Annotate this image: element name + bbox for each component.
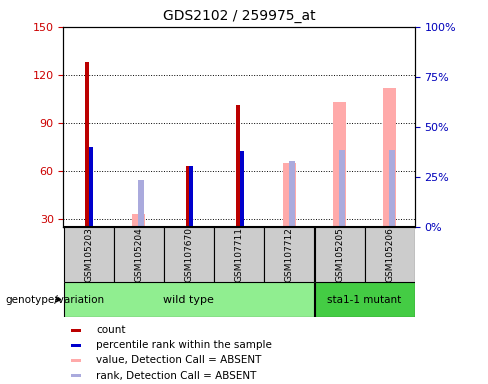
Bar bbox=[289, 161, 295, 227]
FancyBboxPatch shape bbox=[63, 282, 314, 317]
Bar bbox=[384, 88, 396, 227]
Text: wild type: wild type bbox=[163, 295, 214, 305]
Bar bbox=[240, 151, 244, 227]
Bar bbox=[389, 150, 395, 227]
Text: GSM105206: GSM105206 bbox=[385, 227, 394, 282]
Text: GSM107670: GSM107670 bbox=[184, 227, 193, 282]
Bar bbox=[85, 62, 89, 227]
Bar bbox=[71, 329, 81, 332]
FancyBboxPatch shape bbox=[214, 227, 264, 282]
FancyBboxPatch shape bbox=[264, 227, 314, 282]
FancyBboxPatch shape bbox=[114, 227, 164, 282]
Text: value, Detection Call = ABSENT: value, Detection Call = ABSENT bbox=[96, 356, 262, 366]
Bar bbox=[71, 359, 81, 362]
Text: GSM105205: GSM105205 bbox=[335, 227, 344, 282]
Bar bbox=[89, 147, 93, 227]
Bar bbox=[132, 214, 145, 227]
Bar bbox=[186, 166, 190, 227]
Text: rank, Detection Call = ABSENT: rank, Detection Call = ABSENT bbox=[96, 371, 257, 381]
Text: count: count bbox=[96, 326, 126, 336]
Bar bbox=[236, 105, 240, 227]
Bar bbox=[71, 374, 81, 377]
FancyBboxPatch shape bbox=[164, 227, 214, 282]
Bar bbox=[138, 180, 144, 227]
Bar bbox=[283, 163, 296, 227]
FancyBboxPatch shape bbox=[314, 227, 365, 282]
FancyBboxPatch shape bbox=[365, 227, 415, 282]
FancyBboxPatch shape bbox=[63, 227, 114, 282]
Text: sta1-1 mutant: sta1-1 mutant bbox=[327, 295, 402, 305]
Text: genotype/variation: genotype/variation bbox=[5, 295, 104, 305]
Text: GSM105204: GSM105204 bbox=[134, 227, 143, 282]
Bar bbox=[339, 150, 345, 227]
FancyBboxPatch shape bbox=[314, 282, 415, 317]
Text: GSM105203: GSM105203 bbox=[84, 227, 93, 282]
Text: GSM107712: GSM107712 bbox=[285, 227, 294, 282]
Title: GDS2102 / 259975_at: GDS2102 / 259975_at bbox=[163, 9, 315, 23]
Bar bbox=[189, 166, 193, 227]
Text: percentile rank within the sample: percentile rank within the sample bbox=[96, 341, 272, 351]
Bar bbox=[71, 344, 81, 347]
Bar bbox=[333, 102, 346, 227]
Text: GSM107711: GSM107711 bbox=[235, 227, 244, 282]
